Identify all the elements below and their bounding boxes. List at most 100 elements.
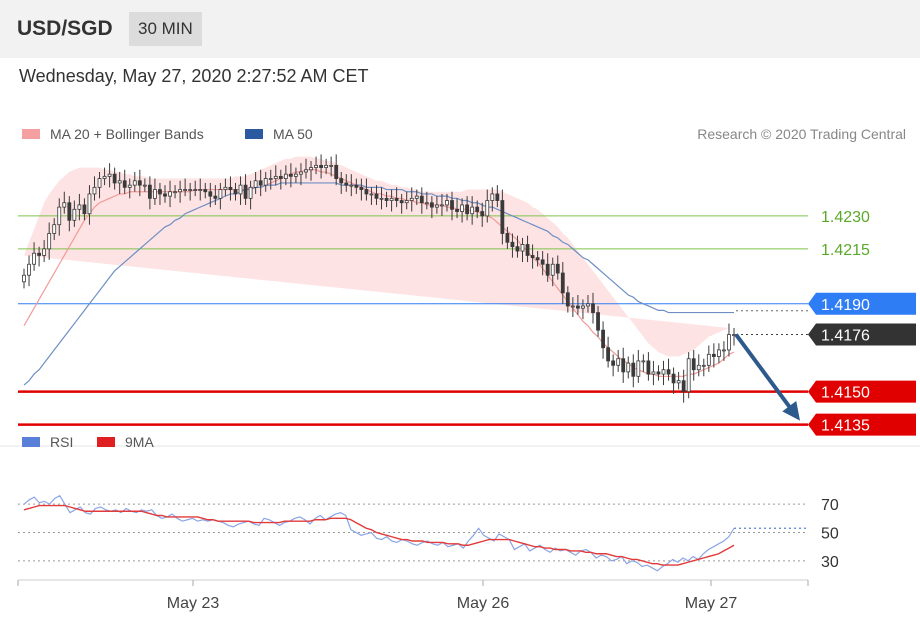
price-label: 1.4190 [821,297,870,314]
candle-body [193,189,198,191]
candle-body [505,233,510,243]
candle-body [319,164,323,168]
candle-body [490,193,495,201]
candle-body [525,244,530,256]
candle-body [701,364,706,367]
candle-body [641,360,646,363]
candle-body [586,303,590,307]
candle-body [238,184,243,195]
rsi-panel: 70 50 30 [18,494,839,572]
ma20-legend-label: MA 20 + Bollinger Bands [50,126,204,142]
candle-body [369,193,374,196]
candle-body [132,180,137,186]
ma50-line [23,182,734,386]
candle-body [158,189,162,195]
candle-body [706,353,711,366]
candle-body [480,211,485,217]
candle-body [198,189,203,191]
header-bar: USD/SGD 30 MIN [0,0,920,58]
candle-body [288,173,293,177]
candle-body [228,186,233,190]
candle-body [435,204,439,208]
candle-body [112,173,117,184]
candle-body [278,175,283,179]
forecast-arrow-head [782,400,800,421]
candle-body [440,204,444,207]
price-label: 1.4150 [821,385,870,402]
candle-body [636,360,641,377]
candle-body [399,200,404,204]
ma20-legend-swatch [22,129,40,139]
candle-body [213,195,218,199]
price-legend: MA 20 + Bollinger Bands MA 50 Research ©… [22,126,906,142]
price-label: 1.4230 [821,209,870,226]
candle-body [77,204,82,210]
candle-body [344,182,349,186]
candle-body [581,305,585,309]
candle-body [42,248,47,256]
x-axis: May 23 May 26 May 27 [17,579,809,612]
candle-body [691,358,696,371]
currency-pair-title: USD/SGD [17,17,113,40]
ma50-legend-label: MA 50 [273,126,313,142]
candle-body [223,186,228,190]
ma20-line [23,169,735,377]
rsi-legend-label: RSI [50,434,73,450]
candle-body [163,193,167,197]
candle-body [555,263,560,274]
rsi-ma-legend-swatch [97,437,115,447]
timeframe-button[interactable]: 30 MIN [129,12,202,46]
candle-body [404,200,409,204]
candle-body [470,206,475,215]
candle-body [208,191,213,197]
candle-body [168,191,172,197]
candle-body [676,380,681,384]
candle-body [716,349,721,357]
rsi-legend: RSI 9MA [22,434,154,450]
candle-body [550,263,555,276]
candle-body [273,175,278,179]
chart-datetime: Wednesday, May 27, 2020 2:27:52 AM CET [19,66,369,86]
candle-body [57,206,62,226]
candle-body [495,193,500,201]
price-panel: 1.4230 1.4215 1.4190 1.4176 1.4150 1.4135 [18,154,916,436]
candle-body [359,186,364,190]
candle-body [500,200,505,234]
candle-body [188,189,193,191]
candle-body [253,180,258,188]
candle-body [681,380,686,393]
rsi-line [23,494,735,572]
candle-body [52,224,57,234]
candle-body [299,171,303,175]
candle-body [258,180,263,186]
attribution: Research © 2020 Trading Central [697,126,906,142]
candle-body [540,259,545,265]
candle-body [631,362,636,377]
candle-body [445,200,449,206]
candle-body [147,184,152,199]
candle-body [294,173,298,177]
candle-body [153,189,157,199]
x-tick-label: May 26 [457,595,510,612]
rsi-tick-label: 50 [821,526,839,543]
candle-body [424,202,429,205]
candle-body [329,164,334,167]
candle-body [67,202,72,221]
candle-body [545,263,550,276]
candle-body [601,329,605,349]
candle-body [696,364,701,371]
candle-body [666,369,671,375]
candle-body [137,180,142,186]
candle-body [22,274,26,283]
candle-body [656,371,661,375]
candle-body [510,241,515,248]
candle-body [72,208,77,221]
candle-body [47,233,52,250]
candle-body [460,204,464,212]
candle-body [87,193,92,215]
candle-body [389,197,394,201]
candle-body [671,373,676,384]
candle-body [535,257,540,261]
candle-body [314,164,318,168]
